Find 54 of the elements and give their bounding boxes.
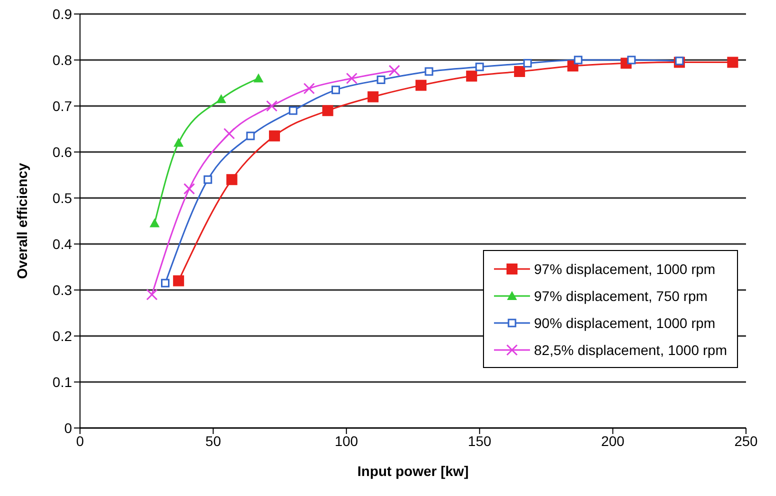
point: [150, 218, 160, 228]
x-tick-label: 0: [76, 432, 84, 449]
point: [574, 56, 582, 64]
x-tick-label: 50: [205, 432, 222, 449]
point: [331, 86, 340, 94]
y-tick-label: 0.5: [52, 190, 72, 206]
point: [415, 80, 426, 91]
y-tick-label: 0.7: [52, 98, 72, 114]
y-tick-label: 0.8: [52, 52, 72, 68]
y-tick-label: 0.3: [52, 282, 72, 298]
point: [216, 94, 226, 104]
y-axis-title: Overall efficiency: [14, 162, 30, 279]
point: [204, 175, 212, 184]
legend-label: 82,5% displacement, 1000 rpm: [534, 342, 727, 358]
point: [727, 56, 738, 68]
point: [303, 82, 315, 94]
x-tick-label: 100: [334, 432, 358, 449]
point: [288, 106, 298, 115]
point: [675, 56, 684, 66]
y-tick-label: 0.4: [52, 236, 72, 252]
legend-label: 97% displacement, 750 rpm: [534, 288, 708, 304]
point: [174, 138, 184, 147]
point: [223, 128, 235, 140]
legend-label: 90% displacement, 1000 rpm: [534, 314, 716, 330]
point: [183, 183, 195, 195]
y-tick-label: 0.1: [52, 374, 72, 390]
point: [246, 132, 255, 140]
point: [322, 105, 334, 116]
y-tick-label: 0: [64, 420, 72, 436]
point: [253, 73, 264, 82]
point: [368, 91, 379, 102]
point: [388, 64, 400, 76]
point: [466, 70, 478, 82]
y-tick-label: 0.9: [52, 6, 72, 22]
point: [475, 62, 484, 72]
point: [266, 100, 278, 112]
point: [226, 174, 238, 186]
x-axis-title: Input power [kw]: [357, 463, 469, 479]
y-tick-label: 0.2: [52, 328, 72, 344]
point: [514, 66, 526, 77]
point: [268, 130, 280, 142]
point: [161, 278, 170, 288]
point: [173, 275, 184, 286]
point: [346, 72, 358, 84]
point: [627, 56, 636, 64]
point: [424, 67, 434, 76]
x-tick-label: 150: [468, 432, 492, 449]
point: [523, 58, 532, 68]
point: [146, 288, 158, 300]
x-tick-label: 200: [601, 432, 625, 449]
y-tick-label: 0.6: [52, 144, 72, 160]
legend-label: 97% displacement, 1000 rpm: [534, 260, 716, 276]
point: [376, 76, 386, 84]
x-tick-label: 250: [734, 432, 758, 449]
